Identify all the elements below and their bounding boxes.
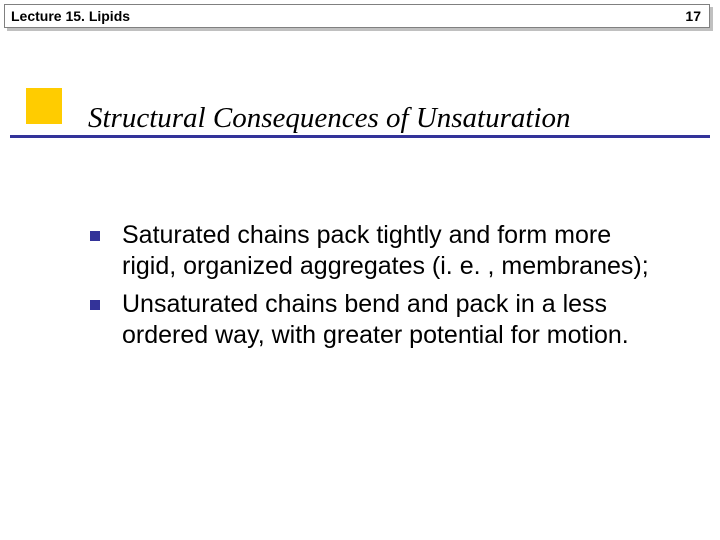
accent-square — [26, 88, 62, 124]
bullet-icon — [90, 300, 100, 310]
lead-term: Saturated chains — [122, 221, 310, 249]
list-item: Unsaturated chains bend and pack in a le… — [90, 289, 670, 352]
page-number: 17 — [685, 8, 701, 24]
content-area: Saturated chains pack tightly and form m… — [90, 220, 670, 357]
bullet-text: Unsaturated chains bend and pack in a le… — [122, 289, 670, 352]
slide-title: Structural Consequences of Unsaturation — [88, 102, 571, 135]
header-bar: Lecture 15. Lipids 17 — [4, 4, 710, 28]
bullet-text: Saturated chains pack tightly and form m… — [122, 220, 670, 283]
horizontal-rule — [10, 135, 710, 138]
lecture-title: Lecture 15. Lipids — [11, 8, 130, 24]
list-item: Saturated chains pack tightly and form m… — [90, 220, 670, 283]
bullet-icon — [90, 231, 100, 241]
lead-term: Unsaturated chains — [122, 290, 337, 318]
